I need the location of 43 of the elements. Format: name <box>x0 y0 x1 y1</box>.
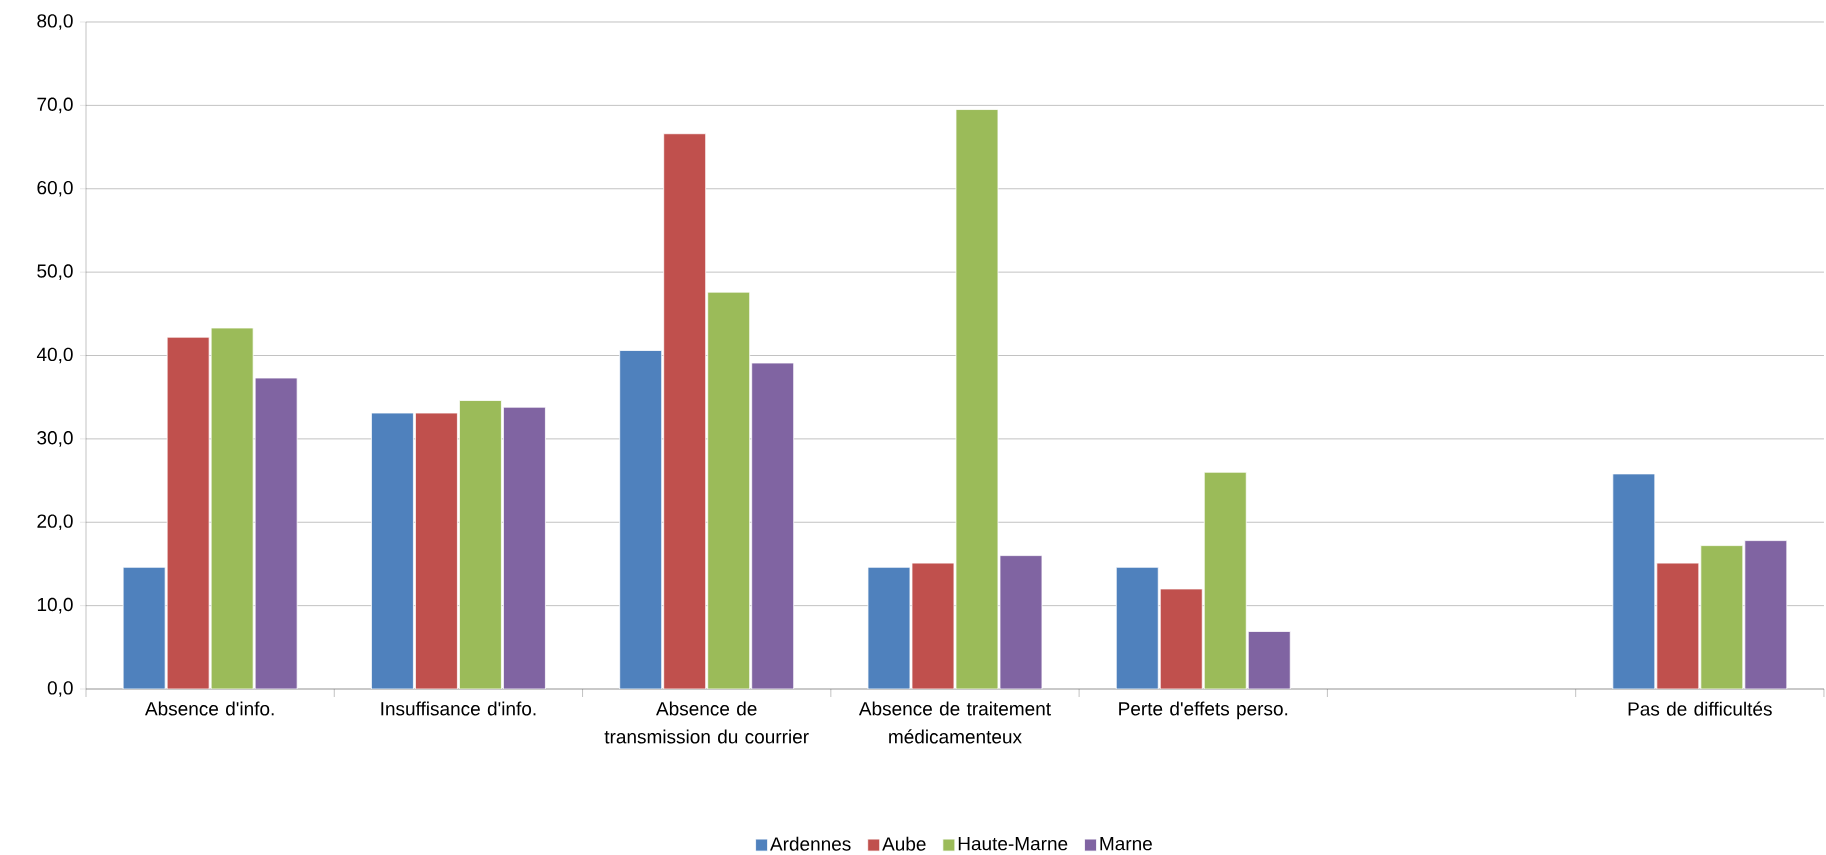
bar <box>122 566 166 689</box>
bar <box>663 133 707 689</box>
x-tick-label: Pas de difficultés <box>1628 701 1772 716</box>
bar <box>415 412 458 689</box>
bar <box>1656 562 1700 689</box>
x-tick-label: Absence d'info. <box>144 701 274 716</box>
bar <box>1159 588 1203 689</box>
bar <box>707 291 751 689</box>
bar <box>371 412 414 689</box>
bar <box>459 400 502 689</box>
bar <box>751 362 795 689</box>
bar <box>210 327 254 689</box>
bar <box>619 350 663 689</box>
x-tick-label: Absence de transmission du courrier <box>604 701 809 744</box>
bar <box>867 566 911 689</box>
bar <box>1700 545 1744 689</box>
bar <box>1203 471 1247 689</box>
y-tick-label: 70,0 <box>37 97 73 114</box>
y-tick-label: 0,0 <box>47 681 73 697</box>
x-tick-label: Insuffisance d'info. <box>381 701 536 716</box>
y-tick-label: 80,0 <box>37 14 73 30</box>
bar <box>955 109 999 689</box>
y-tick-label: 30,0 <box>37 431 73 447</box>
y-tick-label: 40,0 <box>36 347 73 364</box>
bar <box>1612 473 1656 689</box>
bar <box>911 562 955 689</box>
bar <box>166 336 210 689</box>
bar <box>254 377 298 689</box>
y-tick-label: 60,0 <box>37 180 73 197</box>
legend-label: Aube <box>882 836 926 851</box>
legend-label: Marne <box>1100 837 1152 851</box>
y-tick-label: 10,0 <box>37 597 73 614</box>
legend-label: Haute-Marne <box>958 837 1068 851</box>
x-tick-label: Absence de traitement médicamenteux <box>858 701 1051 744</box>
bar <box>1744 540 1788 689</box>
bar <box>1247 631 1291 689</box>
legend-label: Ardennes <box>770 836 851 851</box>
y-tick-label: 20,0 <box>37 514 73 531</box>
x-tick-label: Perte d'effets perso. <box>1119 701 1288 720</box>
y-tick-label: 50,0 <box>37 264 73 280</box>
bar <box>1115 566 1159 689</box>
bar <box>503 406 546 689</box>
bar <box>999 555 1043 689</box>
